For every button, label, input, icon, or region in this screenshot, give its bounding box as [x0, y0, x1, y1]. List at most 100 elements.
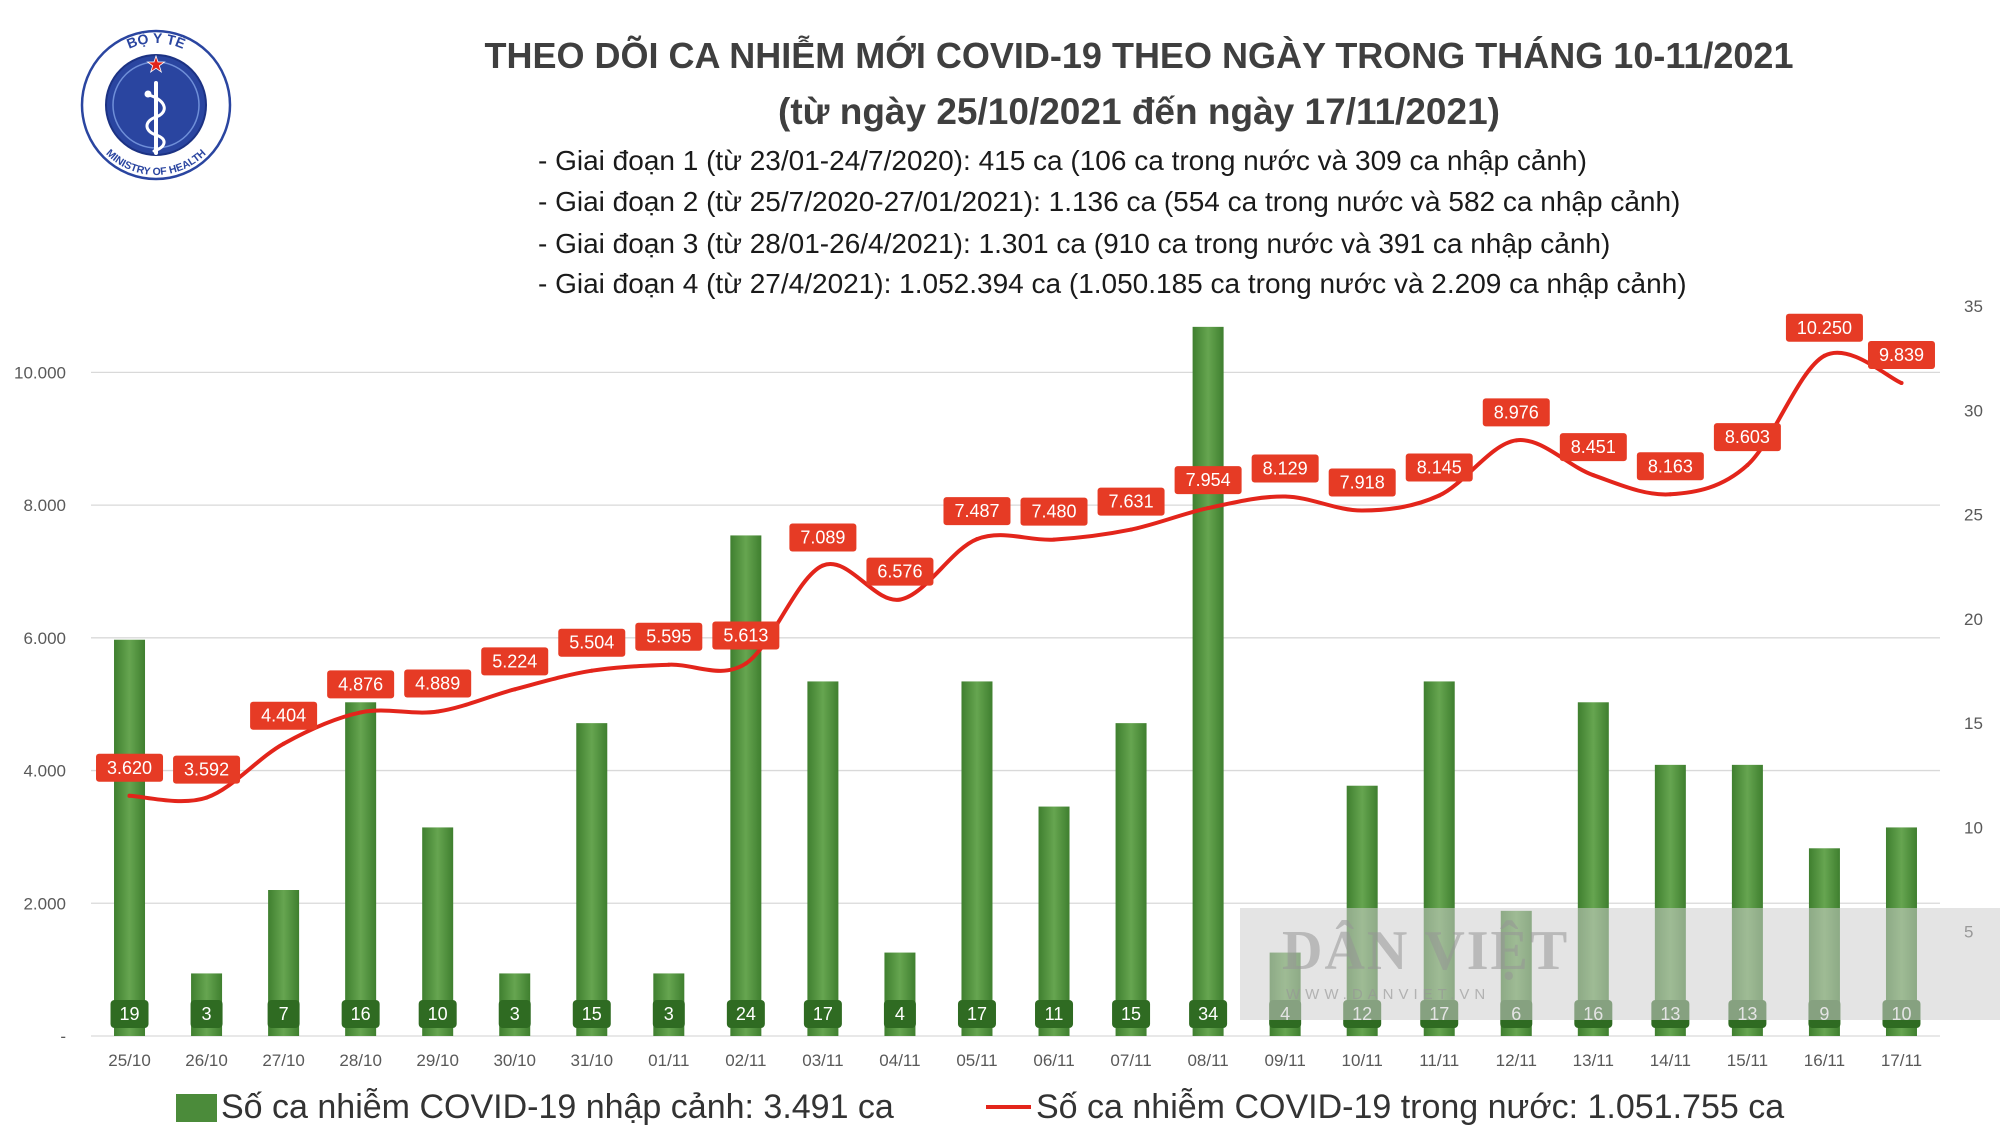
x-axis-label-21: 14/11	[1650, 1051, 1691, 1070]
legend-line-swatch	[986, 1105, 1031, 1109]
svg-text:17: 17	[1429, 1004, 1449, 1024]
left-axis-tick-2: 2.000	[23, 894, 66, 913]
import-bar-15	[1192, 326, 1224, 1036]
domestic-point-17	[1360, 508, 1365, 513]
svg-text:17: 17	[813, 1004, 833, 1024]
domestic-data-label-17: 7.918	[1328, 468, 1396, 497]
import-bar-label-9: 24	[726, 1000, 765, 1028]
svg-text:5.224: 5.224	[492, 651, 537, 671]
right-axis-tick-5: 25	[1964, 506, 1983, 525]
import-bar-label-18: 17	[1420, 1000, 1459, 1028]
domestic-point-19	[1514, 438, 1519, 443]
svg-text:17: 17	[967, 1004, 987, 1024]
x-axis-label-11: 04/11	[879, 1051, 920, 1070]
red-star-icon	[146, 54, 166, 74]
phase-note-2: - Giai đoạn 2 (từ 25/7/2020-27/01/2021):…	[538, 186, 1681, 217]
svg-text:3.592: 3.592	[184, 760, 229, 780]
x-axis-label-13: 06/11	[1033, 1051, 1074, 1070]
svg-text:11: 11	[1045, 1004, 1064, 1024]
svg-text:BỘ Y TẾ: BỘ Y TẾ	[124, 29, 187, 51]
x-axis-label-6: 30/10	[493, 1051, 536, 1070]
x-axis-label-19: 12/11	[1496, 1051, 1537, 1070]
import-bar-13	[1038, 806, 1070, 1036]
import-bar-1	[114, 639, 146, 1036]
import-bar-21	[1654, 764, 1686, 1036]
legend-domestic-label: Số ca nhiễm COVID-19 trong nước: 1.051.7…	[1036, 1088, 1785, 1126]
svg-text:10: 10	[428, 1004, 448, 1024]
svg-text:34: 34	[1198, 1004, 1218, 1024]
domestic-data-label-6: 5.224	[481, 647, 549, 676]
svg-text:3: 3	[510, 1004, 520, 1024]
x-axis-label-10: 03/11	[802, 1051, 843, 1070]
left-axis-tick-4: 6.000	[23, 629, 66, 648]
svg-text:13: 13	[1737, 1004, 1757, 1024]
domestic-point-23	[1822, 353, 1827, 358]
svg-text:15: 15	[582, 1004, 602, 1024]
domestic-data-label-21: 8.163	[1636, 452, 1704, 481]
domestic-point-7	[589, 668, 594, 673]
domestic-point-15	[1206, 506, 1211, 511]
import-bar-label-17: 12	[1343, 1000, 1382, 1028]
import-bar-9	[730, 535, 762, 1036]
svg-text:8.163: 8.163	[1648, 456, 1693, 476]
domestic-data-label-16: 8.129	[1251, 454, 1319, 483]
import-bar-12	[961, 681, 993, 1036]
svg-text:12: 12	[1352, 1004, 1372, 1024]
domestic-point-8	[666, 662, 671, 667]
domestic-data-label-18: 8.145	[1405, 453, 1473, 482]
import-bar-label-2: 3	[190, 1000, 223, 1028]
domestic-data-label-12: 7.487	[943, 497, 1011, 526]
import-bar-label-6: 3	[498, 1000, 531, 1028]
import-bar-20	[1577, 702, 1609, 1036]
x-axis-label-7: 31/10	[570, 1051, 613, 1070]
svg-text:8.145: 8.145	[1417, 457, 1462, 477]
domestic-data-label-8: 5.595	[635, 622, 703, 651]
svg-text:5.613: 5.613	[723, 626, 768, 646]
x-axis-label-8: 01/11	[648, 1051, 689, 1070]
svg-text:4: 4	[895, 1004, 905, 1024]
left-axis-tick-1: -	[60, 1027, 66, 1046]
import-bar-label-23: 9	[1808, 1000, 1841, 1028]
x-axis-label-9: 02/11	[725, 1051, 766, 1070]
domestic-point-11	[897, 597, 902, 602]
chart-subtitle: (từ ngày 25/10/2021 đến ngày 17/11/2021)	[778, 91, 1500, 132]
svg-text:7.487: 7.487	[954, 501, 999, 521]
import-bar-10	[807, 681, 839, 1036]
svg-text:8.129: 8.129	[1263, 459, 1308, 479]
svg-text:19: 19	[120, 1004, 140, 1024]
domestic-data-label-2: 3.592	[173, 755, 241, 784]
ministry-of-health-logo: BỘ Y TẾ MINISTRY OF HEALTH	[80, 29, 232, 181]
svg-text:6: 6	[1511, 1004, 1521, 1024]
x-axis-label-24: 17/11	[1881, 1051, 1922, 1070]
svg-text:7.954: 7.954	[1186, 470, 1231, 490]
x-axis-label-16: 09/11	[1265, 1051, 1306, 1070]
x-axis-label-14: 07/11	[1110, 1051, 1151, 1070]
import-bar-label-10: 17	[803, 1000, 842, 1028]
domestic-data-label-24: 9.839	[1867, 341, 1935, 370]
domestic-data-label-15: 7.954	[1174, 466, 1242, 495]
import-bar-label-5: 10	[418, 1000, 457, 1028]
domestic-cases-line	[127, 350, 1904, 804]
domestic-data-label-19: 8.976	[1482, 398, 1550, 427]
import-bar-label-19: 6	[1500, 1000, 1533, 1028]
x-axis-label-2: 26/10	[185, 1051, 228, 1070]
right-axis-tick-1: 5	[1964, 923, 1973, 942]
svg-text:16: 16	[1583, 1004, 1603, 1024]
x-axis-label-4: 28/10	[339, 1051, 382, 1070]
domestic-point-24	[1899, 381, 1904, 386]
domestic-point-13	[1052, 537, 1057, 542]
left-axis-tick-3: 4.000	[23, 762, 66, 781]
domestic-data-label-23: 10.250	[1785, 313, 1863, 342]
svg-text:7.089: 7.089	[800, 528, 845, 548]
domestic-data-label-14: 7.631	[1097, 487, 1165, 516]
domestic-point-6	[512, 687, 517, 692]
svg-text:4.876: 4.876	[338, 674, 383, 694]
svg-text:16: 16	[351, 1004, 371, 1024]
svg-text:15: 15	[1121, 1004, 1141, 1024]
left-axis-tick-6: 10.000	[14, 363, 66, 382]
domestic-data-label-5: 4.889	[404, 669, 472, 698]
caduceus-icon	[144, 81, 166, 155]
import-bar-4	[345, 702, 377, 1036]
svg-text:3: 3	[202, 1004, 212, 1024]
svg-text:24: 24	[736, 1004, 756, 1024]
